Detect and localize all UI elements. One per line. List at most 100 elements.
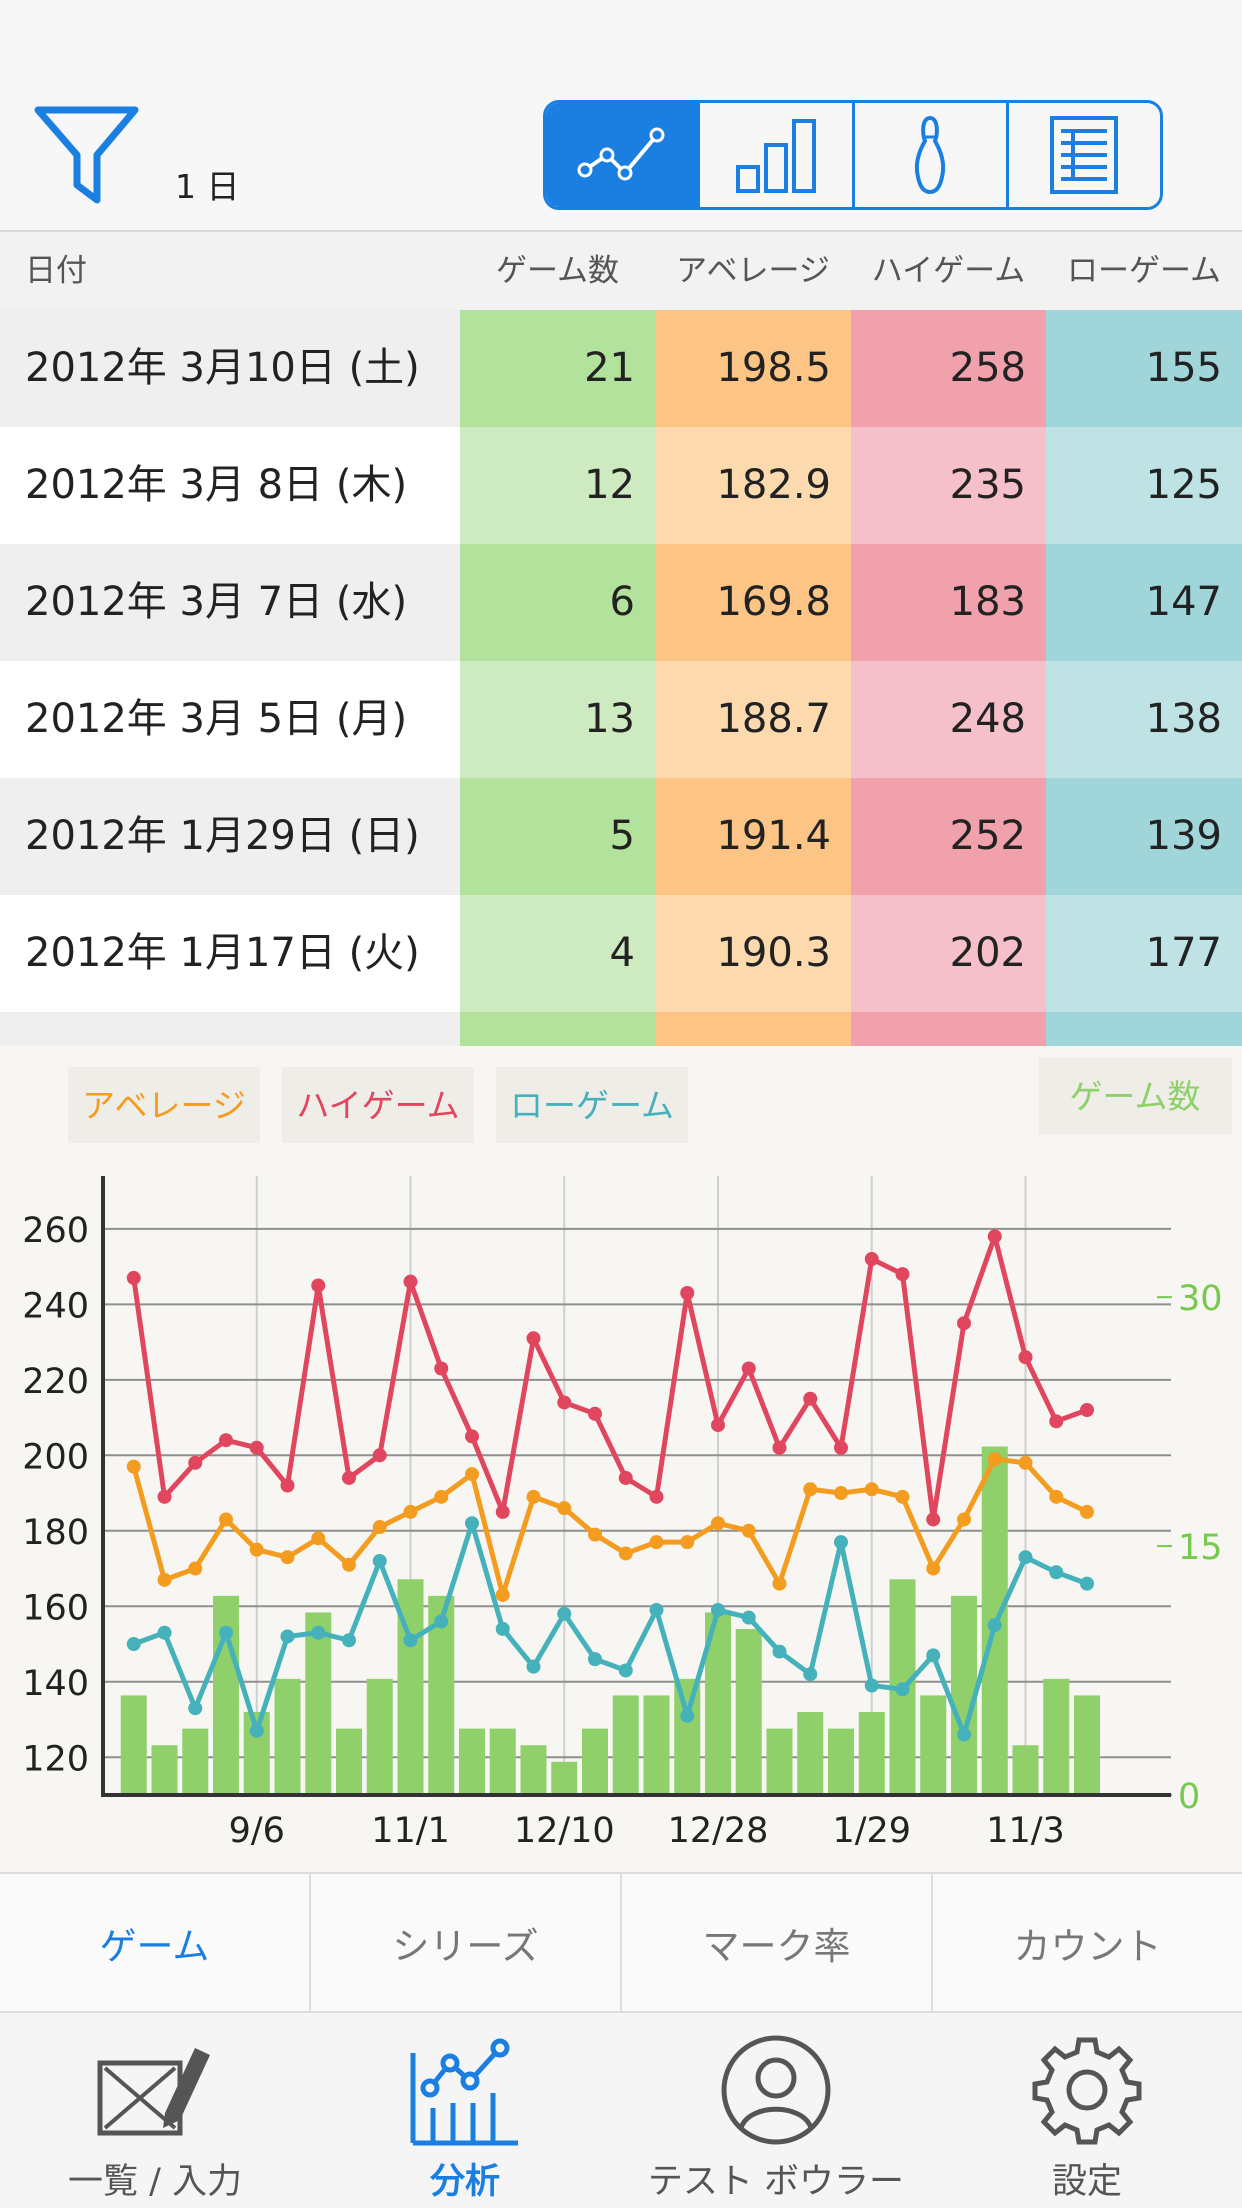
point (1018, 1350, 1033, 1365)
bar (674, 1678, 701, 1795)
value-cell: 155 (1046, 310, 1242, 427)
tab[interactable]: マーク率 (620, 1874, 931, 2011)
bar (612, 1695, 639, 1795)
date-cell: 2012年 1月29日 (日) (0, 778, 460, 895)
point (588, 1652, 602, 1667)
point (280, 1629, 295, 1644)
value-cell (655, 1012, 851, 1046)
point (311, 1531, 326, 1546)
bar (182, 1728, 209, 1795)
date-cell: 2012年 3月 7日 (水) (0, 544, 460, 661)
filter-icon[interactable] (33, 105, 143, 205)
point (649, 1603, 664, 1618)
value-cell: 139 (1046, 778, 1242, 895)
value-cell: 248 (851, 661, 1046, 778)
point (711, 1418, 725, 1433)
point (188, 1455, 203, 1470)
table-row[interactable]: 2012年 3月 7日 (水) 6 169.8 183 147 (0, 544, 1242, 661)
point (311, 1625, 326, 1640)
point (1049, 1565, 1064, 1580)
point (403, 1274, 418, 1289)
nav-bowler[interactable]: テスト ボウラー (621, 2013, 931, 2208)
value-cell: 138 (1046, 661, 1242, 778)
point (895, 1267, 910, 1282)
value-cell: 6 (460, 544, 655, 661)
point (342, 1557, 356, 1572)
nav-list[interactable]: 一覧 / 入力 (0, 2013, 310, 2208)
legend-button[interactable] (1039, 1058, 1232, 1134)
point (280, 1478, 295, 1493)
point (803, 1482, 818, 1497)
value-cell: 177 (1046, 895, 1242, 1012)
table-row[interactable]: 2012年 1月29日 (日) 5 191.4 252 139 (0, 778, 1242, 895)
point (834, 1486, 848, 1501)
bar-view[interactable] (697, 103, 851, 207)
point (926, 1512, 941, 1527)
value-cell: 258 (851, 310, 1046, 427)
point (864, 1482, 879, 1497)
y2-tick-label: 0 (1178, 1777, 1200, 1817)
point (557, 1395, 572, 1410)
pin-view[interactable] (851, 103, 1006, 207)
filter-label: 1 日 (175, 167, 240, 206)
point (711, 1603, 725, 1618)
value-cell: 188.7 (655, 661, 851, 778)
point (495, 1587, 510, 1602)
point (1080, 1403, 1094, 1418)
point (557, 1606, 572, 1621)
table-view[interactable] (1005, 103, 1160, 207)
value-cell: 202 (851, 895, 1046, 1012)
bar (643, 1695, 670, 1795)
bar (735, 1629, 762, 1795)
bar (151, 1745, 178, 1795)
date-cell: 2012年 3月10日 (土) (0, 310, 460, 427)
point (588, 1406, 602, 1421)
point (588, 1527, 602, 1542)
point (311, 1278, 326, 1293)
point (957, 1512, 971, 1527)
y-tick-label: 160 (22, 1588, 89, 1628)
point (372, 1553, 387, 1568)
bar (1043, 1678, 1070, 1795)
point (434, 1361, 449, 1376)
point (618, 1663, 633, 1678)
legend-label: ローゲーム (510, 1086, 674, 1125)
nav-label: 設定 (1051, 2162, 1122, 2202)
nav-label: テスト ボウラー (647, 2162, 905, 2202)
nav-analysis[interactable]: 分析 (310, 2013, 620, 2208)
legend-label: アベレージ (82, 1086, 246, 1125)
point (680, 1535, 695, 1550)
table-row[interactable]: 2012年 3月10日 (土) 21 198.5 258 155 (0, 310, 1242, 427)
point (803, 1391, 818, 1406)
tab[interactable]: シリーズ (309, 1874, 620, 2011)
table-row[interactable]: 2012年 3月 8日 (木) 12 182.9 235 125 (0, 427, 1242, 544)
point (372, 1448, 387, 1463)
point (126, 1459, 141, 1474)
legend-button[interactable] (68, 1067, 260, 1143)
legend-button[interactable] (496, 1067, 688, 1143)
point (249, 1723, 264, 1738)
table-row[interactable]: 2012年 3月 5日 (月) 13 188.7 248 138 (0, 661, 1242, 778)
value-cell: 183 (851, 544, 1046, 661)
line-view[interactable] (546, 103, 698, 207)
table-row[interactable]: 2012年 1月17日 (火) 4 190.3 202 177 (0, 895, 1242, 1012)
point (1080, 1576, 1094, 1591)
value-cell: 4 (460, 895, 655, 1012)
nav-settings[interactable]: 設定 (932, 2013, 1242, 2208)
bar (828, 1728, 854, 1795)
value-cell: 198.5 (655, 310, 851, 427)
bar (305, 1612, 332, 1795)
point (957, 1727, 971, 1742)
tab[interactable]: カウント (931, 1874, 1242, 2011)
point (987, 1452, 1002, 1467)
point (372, 1520, 387, 1535)
x-tick-label: 11/1 (371, 1811, 450, 1851)
point (926, 1648, 941, 1663)
value-cell: 182.9 (655, 427, 851, 544)
legend-button[interactable] (282, 1067, 474, 1143)
point (711, 1516, 725, 1531)
tab[interactable]: ゲーム (99, 1924, 210, 1968)
point (526, 1331, 541, 1346)
legend-label: ハイゲーム (296, 1086, 459, 1125)
chart: アベレージ ハイゲーム ローゲーム ゲーム数 9/6 11/1 12/10 12/28 1/29… (22, 1058, 1232, 1851)
